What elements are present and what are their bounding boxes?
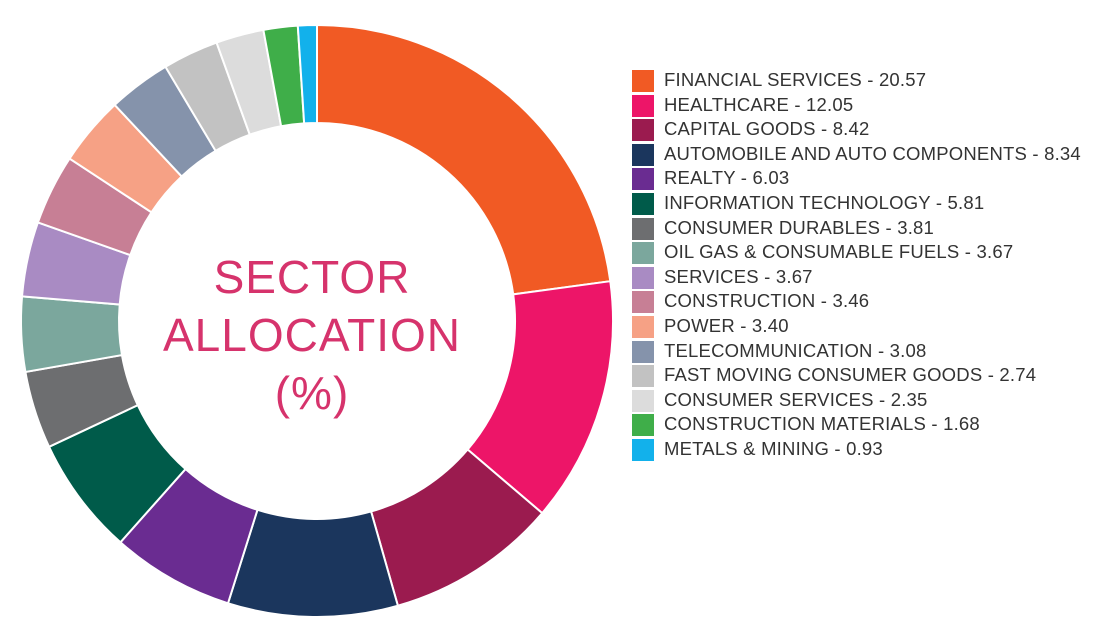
legend-item: CONSUMER DURABLES - 3.81 (632, 216, 1082, 241)
legend-swatch (632, 242, 654, 265)
legend-swatch (632, 192, 654, 215)
legend-label: CONSUMER DURABLES - 3.81 (664, 216, 935, 238)
legend-label: CONSUMER SERVICES - 2.35 (664, 388, 928, 410)
legend-item: FINANCIAL SERVICES - 20.57 (632, 68, 1082, 93)
sector-donut-chart (20, 23, 614, 618)
legend-swatch (632, 94, 654, 117)
donut-slices (20, 23, 614, 618)
legend-swatch (632, 438, 654, 461)
legend-item: CAPITAL GOODS - 8.42 (632, 117, 1082, 142)
legend-label: CONSTRUCTION - 3.46 (664, 290, 870, 312)
legend-label: AUTOMOBILE AND AUTO COMPONENTS - 8.34 (664, 142, 1081, 164)
legend-swatch (632, 414, 654, 437)
slice-financial-services (316, 23, 612, 296)
legend-label: CONSTRUCTION MATERIALS - 1.68 (664, 413, 980, 435)
legend-swatch (632, 340, 654, 363)
legend-swatch (632, 315, 654, 338)
legend-swatch (632, 119, 654, 142)
legend-item: CONSUMER SERVICES - 2.35 (632, 388, 1082, 413)
legend-swatch (632, 266, 654, 289)
legend-label: TELECOMMUNICATION - 3.08 (664, 339, 927, 361)
legend-label: HEALTHCARE - 12.05 (664, 93, 854, 115)
legend-swatch (632, 143, 654, 166)
chart-title: SECTOR ALLOCATION (%) (132, 248, 492, 422)
legend-label: FINANCIAL SERVICES - 20.57 (664, 69, 927, 90)
legend-label: METALS & MINING - 0.93 (664, 437, 883, 459)
legend-item: TELECOMMUNICATION - 3.08 (632, 339, 1082, 364)
legend-item: SERVICES - 3.67 (632, 265, 1082, 290)
legend-item: REALTY - 6.03 (632, 166, 1082, 191)
legend-swatch (632, 217, 654, 240)
legend-swatch (632, 291, 654, 314)
chart-legend: FINANCIAL SERVICES - 20.57 HEALTHCARE - 1… (632, 68, 1082, 462)
legend-label: OIL GAS & CONSUMABLE FUELS - 3.67 (664, 241, 1014, 263)
legend-swatch (632, 365, 654, 388)
legend-item: INFORMATION TECHNOLOGY - 5.81 (632, 191, 1082, 216)
legend-item: OIL GAS & CONSUMABLE FUELS - 3.67 (632, 240, 1082, 265)
legend-label: POWER - 3.40 (664, 314, 789, 336)
chart-title-line-1: SECTOR (213, 251, 411, 303)
legend-swatch (632, 168, 654, 191)
legend-label: CAPITAL GOODS - 8.42 (664, 118, 870, 140)
legend-item: HEALTHCARE - 12.05 (632, 93, 1082, 118)
legend-item: POWER - 3.40 (632, 314, 1082, 339)
legend-label: REALTY - 6.03 (664, 167, 790, 189)
legend-item: CONSTRUCTION MATERIALS - 1.68 (632, 412, 1082, 437)
legend-label: INFORMATION TECHNOLOGY - 5.81 (664, 191, 985, 213)
slice-automobile-and-auto-components (226, 508, 400, 618)
legend-label: FAST MOVING CONSUMER GOODS - 2.74 (664, 364, 1037, 386)
legend-item: CONSTRUCTION - 3.46 (632, 289, 1082, 314)
chart-title-line-3: (%) (274, 367, 350, 419)
legend-item: FAST MOVING CONSUMER GOODS - 2.74 (632, 363, 1082, 388)
chart-title-line-2: ALLOCATION (163, 309, 461, 361)
legend-swatch (632, 389, 654, 412)
legend-item: AUTOMOBILE AND AUTO COMPONENTS - 8.34 (632, 142, 1082, 167)
legend-item: METALS & MINING - 0.93 (632, 437, 1082, 462)
slice-metals-mining (296, 23, 318, 125)
legend-swatch (632, 70, 654, 92)
legend-label: SERVICES - 3.67 (664, 265, 813, 287)
